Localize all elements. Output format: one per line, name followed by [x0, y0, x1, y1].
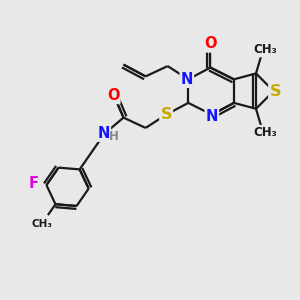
Text: O: O — [107, 88, 119, 103]
Text: S: S — [269, 84, 281, 99]
Text: CH₃: CH₃ — [254, 44, 277, 56]
Text: N: N — [206, 109, 218, 124]
Text: N: N — [98, 126, 110, 141]
Text: CH₃: CH₃ — [32, 219, 52, 229]
Text: CH₃: CH₃ — [254, 126, 277, 139]
Text: S: S — [160, 107, 172, 122]
Text: O: O — [204, 37, 217, 52]
Text: N: N — [181, 72, 193, 87]
Text: H: H — [109, 130, 119, 143]
Text: F: F — [28, 176, 38, 191]
